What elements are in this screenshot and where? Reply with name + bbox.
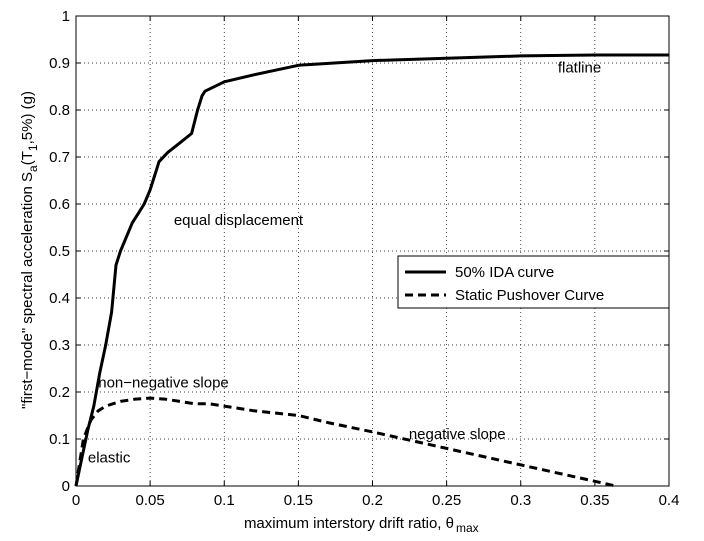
axis-ticks: 0 0.05 0.1 0.15 0.2 0.25 0.3 0.35 0.4 0 0.1 0.2 0.3 0… — [49, 8, 679, 509]
y-tick-label: 0.2 — [49, 384, 70, 401]
y-axis-label: "first−mode" spectral acceleration Sa(T1… — [19, 91, 40, 409]
x-tick-label: 0.25 — [432, 492, 461, 509]
y-tick-label: 0.1 — [49, 431, 70, 448]
legend-label-pushover: Static Pushover Curve — [455, 287, 604, 304]
y-tick-label: 0.5 — [49, 243, 70, 260]
x-axis-label: maximum interstory drift ratio, θ — [244, 515, 454, 532]
x-tick-label: 0.3 — [510, 492, 531, 509]
ida-curve-line — [74, 53, 669, 487]
y-tick-label: 0.7 — [49, 149, 70, 166]
x-axis-label-subscript: max — [456, 521, 479, 535]
annotation-label: equal displacement — [174, 212, 304, 229]
x-tick-label: 0.15 — [284, 492, 313, 509]
annotation-label: non−negative slope — [98, 374, 229, 391]
pushover-curve-line — [74, 396, 616, 488]
legend: 50% IDA curve Static Pushover Curve — [397, 255, 670, 309]
annotations: flatline equal displacement non−negative s… — [88, 59, 601, 466]
grid — [76, 16, 669, 486]
x-tick-label: 0.4 — [659, 492, 680, 509]
annotation-label: flatline — [558, 59, 601, 76]
legend-box — [397, 255, 670, 309]
y-tick-label: 0 — [62, 478, 70, 495]
annotation-label: elastic — [88, 450, 131, 467]
y-tick-label: 0.6 — [49, 196, 70, 213]
x-tick-label: 0.35 — [580, 492, 609, 509]
y-tick-label: 0.9 — [49, 55, 70, 72]
series-lines — [74, 53, 669, 488]
y-tick-label: 1 — [62, 8, 70, 25]
x-tick-label: 0.2 — [362, 492, 383, 509]
legend-label-ida: 50% IDA curve — [455, 264, 554, 281]
x-tick-label: 0 — [72, 492, 80, 509]
y-tick-label: 0.8 — [49, 102, 70, 119]
annotation-label: negative slope — [409, 426, 506, 443]
y-tick-label: 0.4 — [49, 290, 70, 307]
x-tick-label: 0.1 — [214, 492, 235, 509]
y-tick-label: 0.3 — [49, 337, 70, 354]
x-tick-label: 0.05 — [136, 492, 165, 509]
